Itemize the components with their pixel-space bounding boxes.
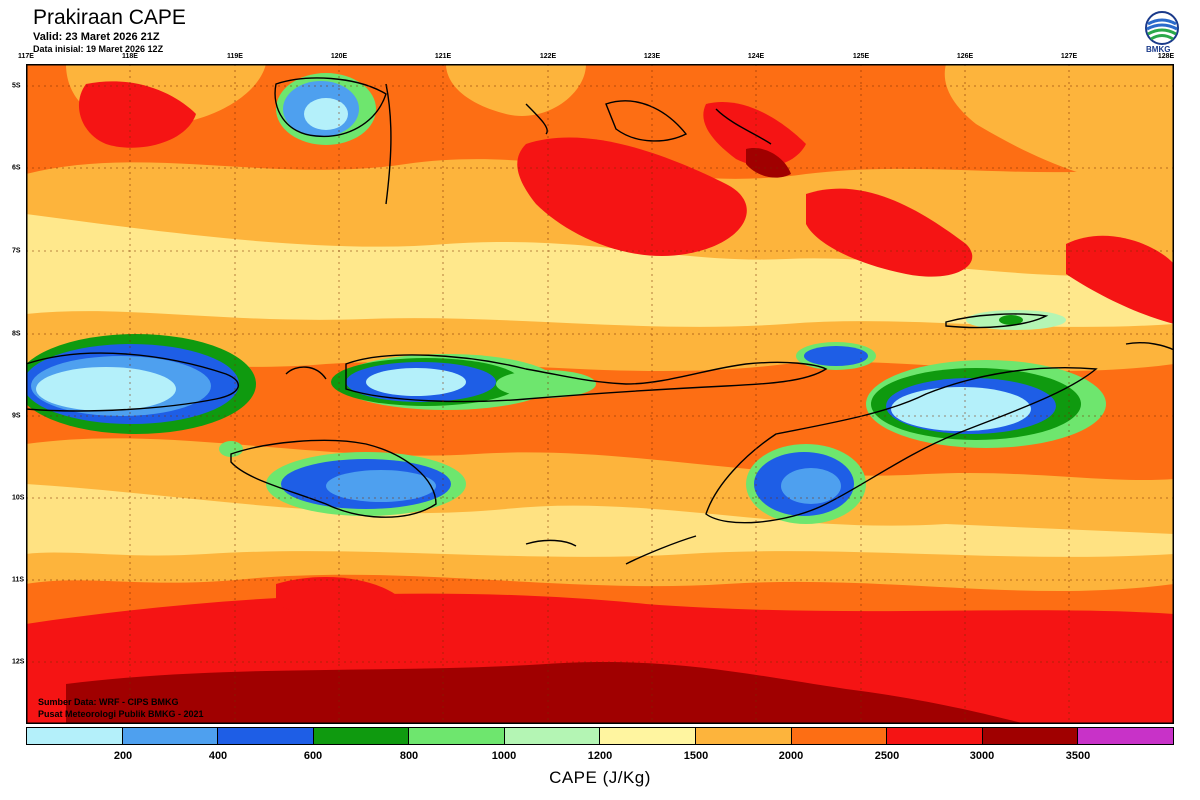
colorbar-segment: [504, 728, 601, 744]
lon-label: 122E: [539, 53, 557, 60]
colorbar-label: 600: [303, 750, 323, 762]
lon-label: 118E: [122, 53, 138, 60]
colorbar-label: 400: [208, 750, 228, 762]
lat-label: 9S: [12, 412, 21, 420]
colorbar-segment: [887, 728, 983, 744]
chart-title: Prakiraan CAPE: [33, 6, 186, 29]
lon-label: 126E: [956, 53, 974, 60]
lat-label: 7S: [12, 247, 21, 255]
lat-label: 10S: [12, 494, 25, 502]
data-source-credit: Sumber Data: WRF - CIPS BMKG: [38, 697, 179, 707]
lon-label: 119E: [227, 53, 243, 60]
logo-text: BMKG: [1146, 45, 1171, 54]
colorbar-segment: [600, 728, 697, 744]
colorbar-label: 200: [113, 750, 133, 762]
lon-label: 121E: [434, 53, 452, 60]
organization-credit: Pusat Meteorologi Publik BMKG - 2021: [38, 709, 204, 719]
coastlines: [26, 77, 1174, 565]
colorbar-title: CAPE (J/Kg): [549, 768, 651, 787]
lon-label: 117E: [18, 53, 34, 60]
lon-label: 128E: [1157, 53, 1175, 60]
lon-label: 125E: [852, 53, 870, 60]
colorbar-segment: [409, 728, 505, 744]
colorbar-label: 3500: [1065, 750, 1091, 762]
lat-label: 11S: [12, 576, 25, 584]
colorbar-label: 1000: [491, 750, 517, 762]
lat-label: 6S: [12, 164, 21, 172]
colorbar-segment: [791, 728, 888, 744]
colorbar-segment: [27, 728, 123, 744]
init-time: Data inisial: 19 Maret 2026 12Z: [33, 44, 164, 54]
colorbar-segment: [313, 728, 410, 744]
lon-label: 127E: [1060, 53, 1078, 60]
colorbar-segment: [122, 728, 219, 744]
graticule: [26, 64, 1174, 724]
lat-label: 5S: [12, 82, 21, 90]
lon-label: 120E: [330, 53, 348, 60]
bmkg-logo-icon: [1145, 11, 1179, 45]
colorbar-segment: [1078, 728, 1173, 744]
colorbar-label: 1500: [683, 750, 709, 762]
colorbar-label: 800: [399, 750, 419, 762]
colorbar-label: 2500: [874, 750, 900, 762]
lat-label: 12S: [12, 658, 25, 666]
valid-time: Valid: 23 Maret 2026 21Z: [33, 31, 160, 43]
colorbar-label: 2000: [778, 750, 804, 762]
colorbar-segment: [696, 728, 792, 744]
longitude-labels: 117E 118E 119E 120E 121E 122E 123E 124E …: [18, 53, 1175, 63]
colorbar-segment: [218, 728, 314, 744]
colorbar: [26, 727, 1174, 745]
colorbar-segment: [982, 728, 1079, 744]
lon-label: 124E: [747, 53, 765, 60]
colorbar-label: 1200: [587, 750, 613, 762]
colorbar-label: 3000: [969, 750, 995, 762]
lon-label: 123E: [643, 53, 661, 60]
lat-label: 8S: [12, 330, 21, 338]
cape-field: [26, 64, 1174, 724]
cape-map: [26, 64, 1174, 724]
